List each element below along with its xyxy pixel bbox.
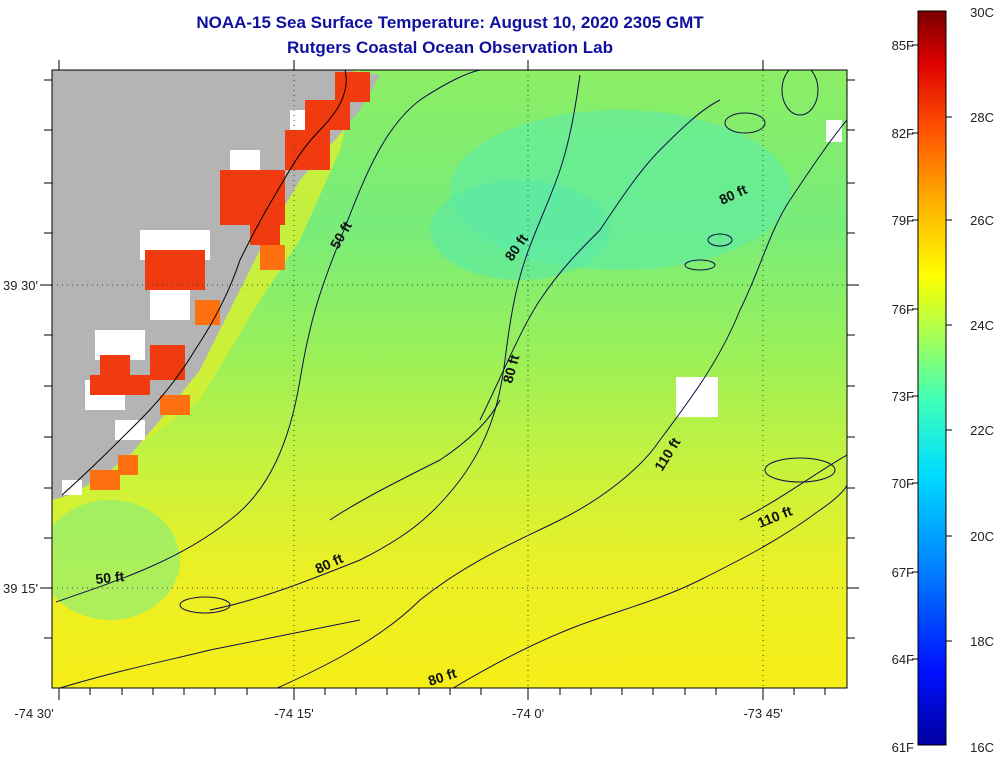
latitude-label: 39 15' — [3, 581, 38, 596]
colorbar-gradient — [917, 10, 947, 746]
colorbar-c-label: 22C — [970, 423, 994, 438]
colorbar-c-label: 20C — [970, 529, 994, 544]
colorbar-f-label: 64F — [892, 652, 914, 667]
depth-contours — [55, 70, 847, 688]
colorbar-c-label: 16C — [970, 740, 994, 755]
colorbar-f-label: 73F — [892, 389, 914, 404]
longitude-label: -74 15' — [274, 706, 313, 721]
latitude-label: 39 30' — [3, 278, 38, 293]
colorbar: 85F 82F 79F 76F 73F 70F 67F 64F 61F 30C … — [892, 5, 994, 755]
orange-coastal-pixels — [90, 245, 285, 490]
contour-label: 50 ft — [95, 568, 126, 587]
colorbar-c-label: 30C — [970, 5, 994, 20]
colorbar-f-label: 79F — [892, 213, 914, 228]
graticule — [52, 70, 847, 688]
map-plot: 50 ft 50 ft 80 ft 80 ft 80 ft 80 ft 110 … — [52, 70, 847, 689]
longitude-label: -74 30' — [14, 706, 53, 721]
colorbar-f-label: 61F — [892, 740, 914, 755]
colorbar-f-label: 82F — [892, 126, 914, 141]
axis-ticks — [40, 60, 859, 700]
colorbar-c-label: 28C — [970, 110, 994, 125]
warm-coastal-pixels — [90, 72, 370, 395]
colorbar-f-label: 85F — [892, 38, 914, 53]
coastline — [61, 70, 347, 496]
contour-label: 80 ft — [426, 665, 459, 689]
longitude-label: -73 45' — [743, 706, 782, 721]
colorbar-f-label: 76F — [892, 302, 914, 317]
contour-label: 80 ft — [499, 353, 522, 385]
colorbar-f-label: 67F — [892, 565, 914, 580]
colorbar-c-label: 24C — [970, 318, 994, 333]
colorbar-c-label: 26C — [970, 213, 994, 228]
colorbar-f-label: 70F — [892, 476, 914, 491]
cool-water-patch — [52, 500, 180, 620]
colorbar-c-label: 18C — [970, 634, 994, 649]
longitude-label: -74 0' — [512, 706, 544, 721]
map-subtitle: Rutgers Coastal Ocean Observation Lab — [287, 38, 613, 57]
map-title: NOAA-15 Sea Surface Temperature: August … — [196, 13, 704, 32]
cool-water-patch — [430, 180, 610, 280]
